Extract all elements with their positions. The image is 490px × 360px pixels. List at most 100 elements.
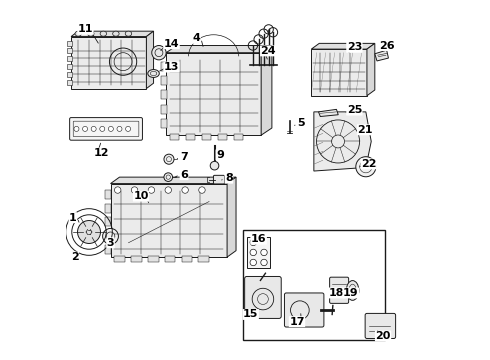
Text: 7: 7: [180, 152, 188, 162]
Ellipse shape: [100, 31, 107, 36]
Bar: [105, 217, 111, 226]
Polygon shape: [314, 112, 371, 171]
Bar: [105, 190, 111, 199]
Bar: [148, 256, 159, 262]
Text: 8: 8: [225, 173, 233, 183]
Bar: [161, 76, 167, 85]
Circle shape: [250, 259, 256, 266]
Circle shape: [131, 187, 138, 193]
Circle shape: [82, 126, 88, 131]
Bar: [198, 256, 209, 262]
Polygon shape: [261, 45, 272, 135]
Bar: [311, 49, 367, 96]
FancyBboxPatch shape: [330, 277, 349, 303]
Bar: [105, 204, 111, 213]
Text: 25: 25: [347, 105, 362, 115]
FancyBboxPatch shape: [365, 314, 395, 338]
Polygon shape: [147, 31, 153, 89]
Bar: [186, 134, 195, 140]
Bar: [181, 256, 192, 262]
Circle shape: [74, 126, 79, 131]
FancyBboxPatch shape: [245, 276, 281, 319]
Circle shape: [164, 154, 174, 164]
FancyBboxPatch shape: [70, 118, 143, 140]
Text: 5: 5: [297, 118, 304, 128]
Circle shape: [250, 239, 256, 246]
FancyBboxPatch shape: [285, 293, 324, 327]
Polygon shape: [227, 177, 236, 257]
Text: 12: 12: [94, 148, 109, 158]
Bar: [218, 134, 227, 140]
Circle shape: [148, 187, 155, 193]
Circle shape: [210, 161, 219, 170]
Circle shape: [199, 187, 205, 193]
Circle shape: [261, 259, 267, 266]
Circle shape: [261, 249, 267, 256]
Bar: [170, 134, 179, 140]
Polygon shape: [318, 109, 338, 117]
Circle shape: [165, 187, 172, 193]
Bar: [165, 256, 175, 262]
Text: 24: 24: [261, 46, 276, 56]
Text: 2: 2: [71, 252, 78, 262]
Bar: [67, 64, 72, 69]
Circle shape: [152, 45, 166, 60]
Text: 16: 16: [251, 234, 267, 244]
Circle shape: [115, 187, 121, 193]
Circle shape: [117, 126, 122, 131]
Text: 3: 3: [107, 238, 114, 248]
Bar: [161, 62, 167, 71]
Text: 15: 15: [243, 310, 258, 319]
Bar: [105, 231, 111, 240]
Text: 14: 14: [164, 39, 179, 49]
Bar: [161, 90, 167, 99]
Polygon shape: [311, 43, 375, 49]
Text: 20: 20: [375, 331, 391, 341]
Circle shape: [108, 126, 113, 131]
Bar: [105, 244, 111, 253]
Bar: [67, 80, 72, 85]
Ellipse shape: [88, 31, 94, 36]
Text: 22: 22: [361, 159, 376, 169]
Text: 13: 13: [164, 62, 179, 72]
Text: 17: 17: [289, 317, 305, 327]
Circle shape: [77, 221, 100, 243]
Ellipse shape: [75, 31, 81, 36]
Bar: [131, 256, 142, 262]
Polygon shape: [367, 43, 375, 96]
Ellipse shape: [125, 31, 132, 36]
Polygon shape: [166, 45, 272, 53]
Text: 6: 6: [180, 170, 188, 180]
Bar: [247, 237, 270, 268]
Circle shape: [100, 126, 105, 131]
Ellipse shape: [148, 69, 159, 77]
Bar: [166, 53, 261, 135]
Text: 26: 26: [379, 41, 394, 50]
Circle shape: [91, 126, 96, 131]
Text: 4: 4: [193, 33, 200, 43]
Bar: [114, 256, 125, 262]
Polygon shape: [375, 50, 389, 61]
Circle shape: [356, 157, 376, 177]
Bar: [67, 41, 72, 45]
Text: 19: 19: [343, 288, 359, 298]
Bar: [67, 72, 72, 77]
Circle shape: [164, 173, 172, 181]
Circle shape: [102, 228, 119, 244]
Circle shape: [250, 249, 256, 256]
Text: 11: 11: [78, 24, 93, 35]
Bar: [243, 230, 385, 339]
Bar: [67, 48, 72, 53]
Bar: [161, 119, 167, 128]
Bar: [71, 37, 147, 89]
Circle shape: [182, 187, 188, 193]
Ellipse shape: [346, 280, 359, 300]
Ellipse shape: [113, 31, 119, 36]
Circle shape: [125, 126, 131, 131]
Bar: [67, 56, 72, 61]
Bar: [161, 105, 167, 114]
FancyBboxPatch shape: [214, 175, 224, 184]
Text: 23: 23: [347, 42, 362, 52]
Text: 9: 9: [216, 150, 224, 160]
Polygon shape: [71, 31, 153, 37]
